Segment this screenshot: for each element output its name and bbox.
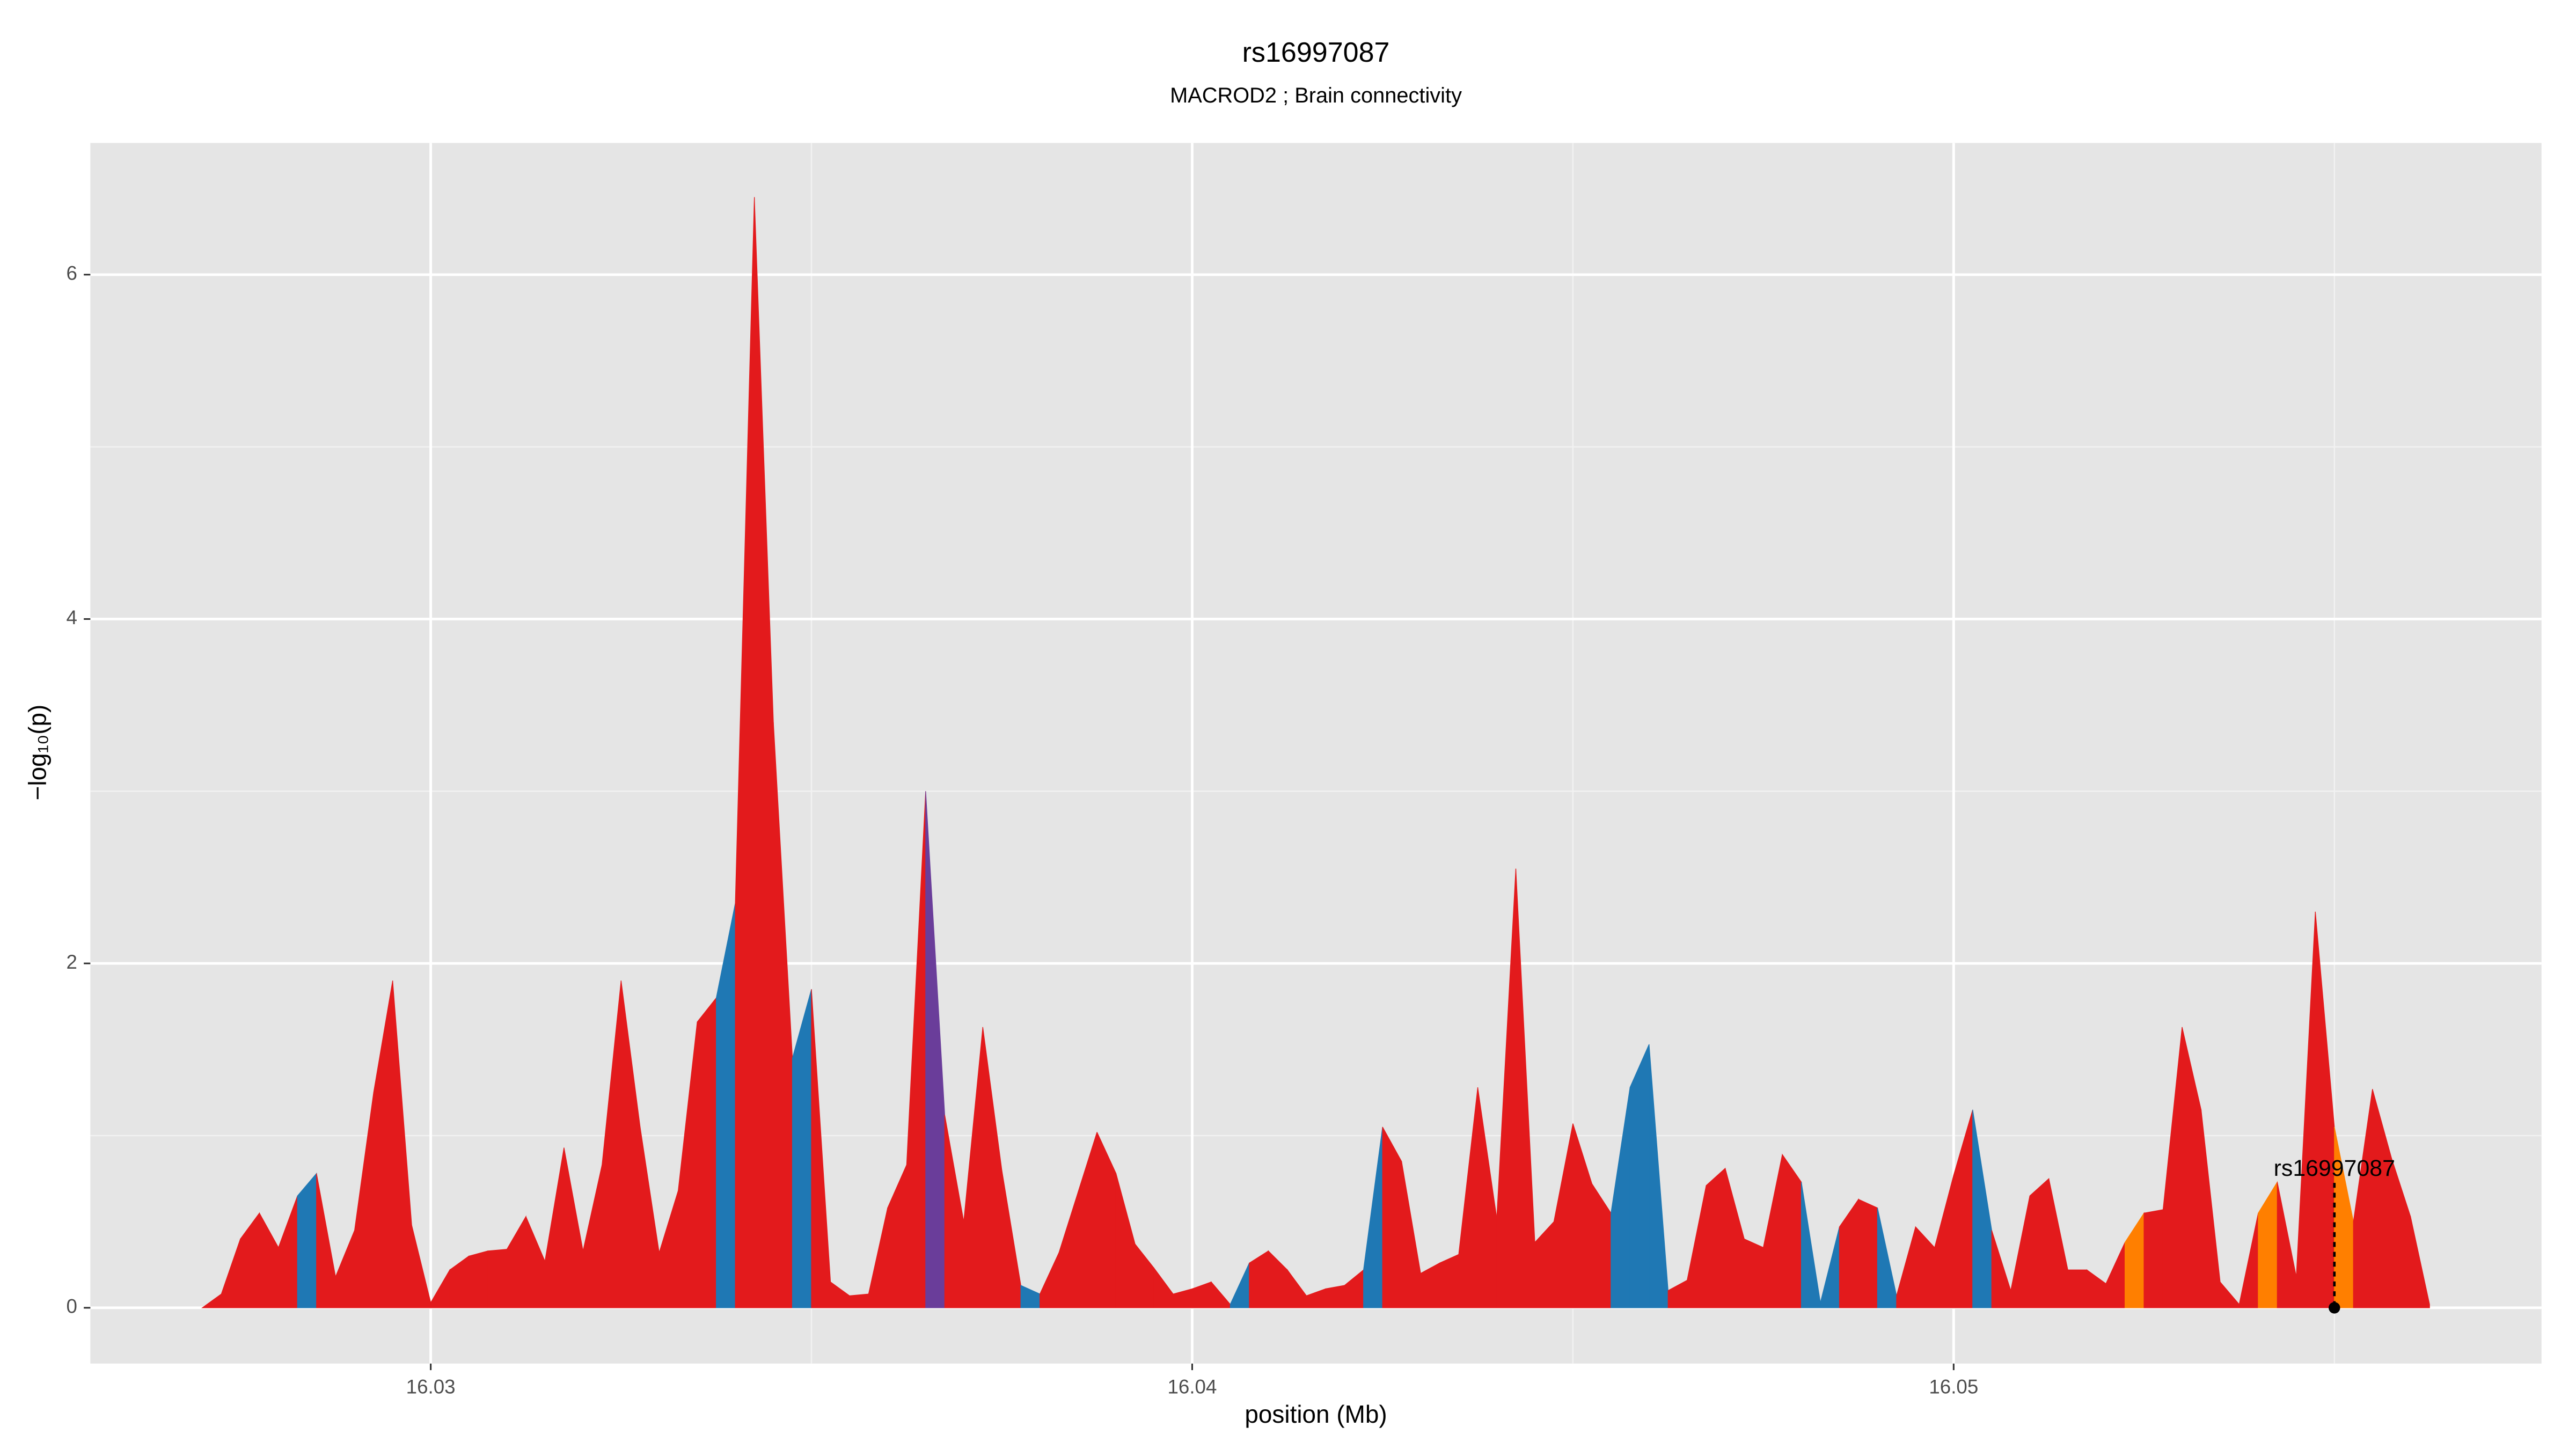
area-segment [1325, 1285, 1345, 1308]
y-tick-label: 4 [66, 606, 77, 628]
panel [90, 143, 2542, 1364]
area-segment [849, 1293, 869, 1308]
x-tick-label: 16.03 [406, 1375, 456, 1397]
area-segment [1439, 1254, 1459, 1308]
chart-subtitle: MACROD2 ; Brain connectivity [1170, 84, 1462, 107]
chart-title: rs16997087 [1242, 37, 1390, 68]
y-tick-label: 6 [66, 262, 77, 284]
area-segment [2143, 1209, 2164, 1308]
highlight-label: rs16997087 [2274, 1155, 2395, 1181]
y-axis-label: −log₁₀(p) [24, 705, 52, 801]
area-segment [1744, 1238, 1764, 1308]
foreground: 0 2 4 6 16.03 16.04 16.05 rs16997087 [66, 262, 2395, 1397]
area-segment [2410, 1216, 2430, 1308]
area-segment [297, 1172, 317, 1308]
area [201, 197, 2430, 1308]
y-tick-label: 0 [66, 1296, 77, 1318]
area-segment [697, 997, 717, 1308]
x-tick-label: 16.04 [1168, 1375, 1217, 1397]
area-segment [1782, 1153, 1802, 1308]
y-tick-label: 2 [66, 951, 77, 973]
x-axis-label: position (Mb) [1245, 1400, 1387, 1428]
area-segment [1858, 1198, 1878, 1308]
area-segment [2067, 1269, 2088, 1308]
area-segment [1706, 1167, 1726, 1308]
area-segment [468, 1250, 488, 1308]
area-segment [1629, 1044, 1650, 1308]
area-segment [2029, 1177, 2050, 1308]
area-segment [487, 1249, 508, 1308]
x-tick-label: 16.05 [1929, 1375, 1978, 1397]
highlight-point [2329, 1302, 2340, 1314]
